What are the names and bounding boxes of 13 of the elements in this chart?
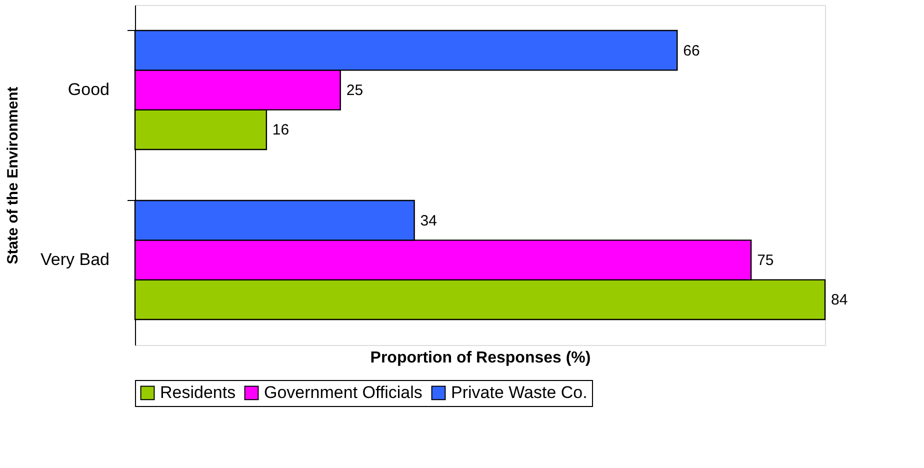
legend-label: Private Waste Co. bbox=[451, 382, 588, 402]
legend-label: Government Officials bbox=[264, 382, 422, 402]
legend-label: Residents bbox=[160, 382, 236, 402]
data-label: 66 bbox=[683, 42, 700, 60]
data-label: 84 bbox=[831, 292, 848, 309]
data-label: 75 bbox=[757, 252, 774, 269]
data-label: 25 bbox=[346, 82, 364, 99]
data-label: 34 bbox=[420, 212, 437, 230]
x-axis-title: Proportion of Responses (%) bbox=[370, 350, 591, 366]
y-tick-label: Good bbox=[68, 80, 110, 99]
y-axis-title: State of the Environment bbox=[4, 86, 22, 264]
y-tick-label: Very Bad bbox=[40, 250, 110, 269]
data-label: 16 bbox=[272, 122, 290, 139]
